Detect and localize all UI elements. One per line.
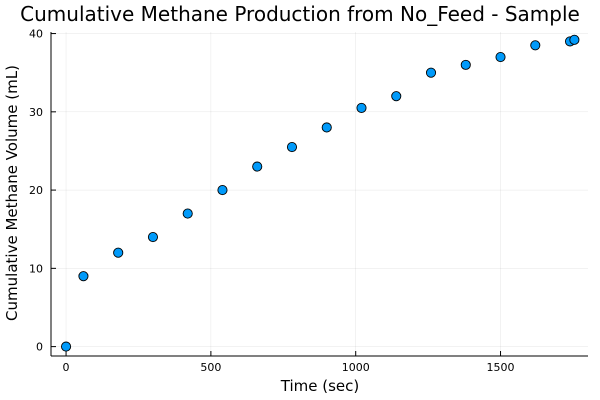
- data-point: [391, 91, 402, 102]
- grid-lines: [51, 32, 588, 356]
- data-point: [286, 141, 298, 153]
- x-tick-label: 500: [200, 361, 221, 374]
- axis-ticks: 0 500 1000 1500 0 10 20 30 40: [29, 28, 515, 374]
- x-tick-label: 0: [63, 361, 70, 374]
- data-point: [147, 231, 159, 243]
- x-tick-label: 1500: [487, 361, 515, 374]
- axes-frame: [50, 32, 588, 357]
- data-point: [182, 208, 193, 219]
- data-point: [460, 59, 471, 70]
- data-point: [321, 122, 332, 133]
- chart-title: Cumulative Methane Production from No_Fe…: [20, 2, 580, 26]
- data-point: [252, 161, 263, 172]
- y-tick-label: 0: [36, 341, 43, 354]
- y-tick-label: 40: [29, 28, 43, 41]
- data-point: [569, 34, 580, 45]
- data-point: [78, 271, 89, 282]
- data-point: [530, 40, 541, 51]
- x-tick-label: 1000: [342, 361, 370, 374]
- y-tick-label: 10: [29, 262, 43, 275]
- y-tick-label: 20: [29, 184, 43, 197]
- data-point: [495, 51, 506, 63]
- data-points: [61, 34, 580, 352]
- data-point: [217, 185, 228, 196]
- data-point: [425, 67, 437, 78]
- data-point: [113, 247, 124, 258]
- y-axis-label: Cumulative Methane Volume (mL): [3, 65, 21, 321]
- x-axis-label: Time (sec): [280, 377, 359, 395]
- data-point: [61, 341, 72, 352]
- data-point: [356, 102, 367, 113]
- y-tick-label: 30: [29, 106, 43, 119]
